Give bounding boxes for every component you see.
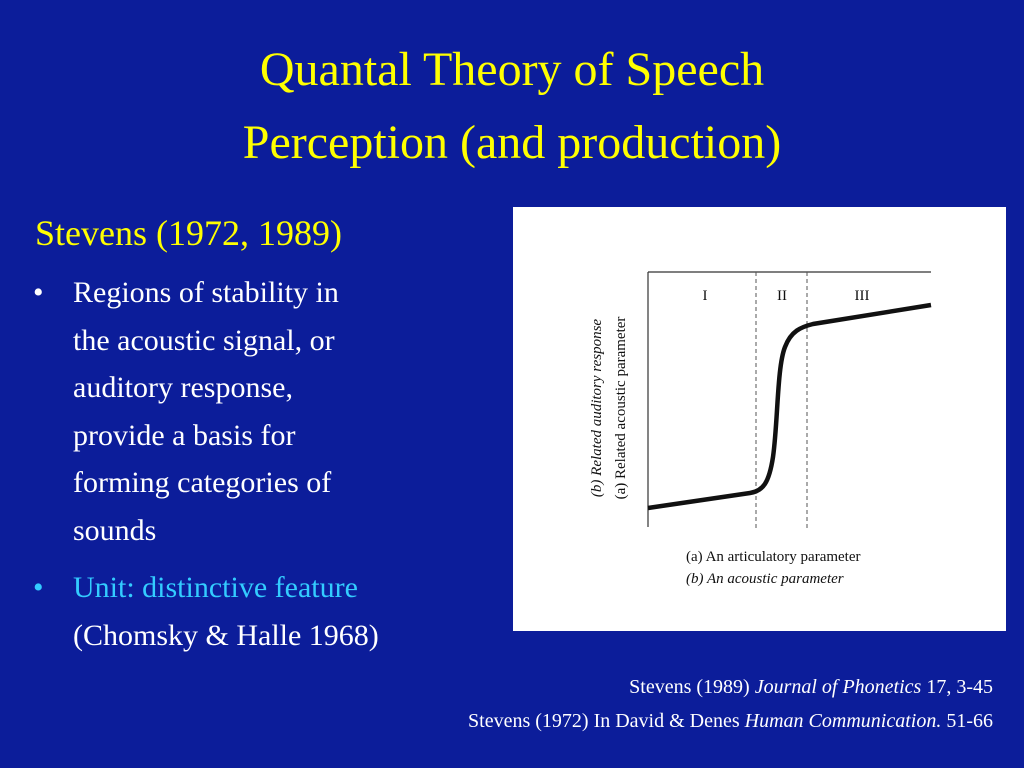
x-label: (a) An articulatory parameter (686, 549, 861, 565)
bullet-line: sounds (73, 513, 157, 547)
bullet-line: the acoustic signal, or (73, 323, 335, 357)
bullet-line: (Chomsky & Halle 1968) (73, 618, 379, 652)
title-line: Quantal Theory of Speech (259, 43, 765, 96)
citation: Stevens (1989) Journal of Phonetics 17, … (629, 676, 993, 699)
subtitle: Stevens (1972, 1989) (35, 213, 342, 253)
y-label: (a) Related acoustic parameter (613, 317, 629, 500)
region-label: II (777, 288, 787, 304)
citation-text: 51-66 (941, 710, 993, 732)
y-label: (b) Related auditory response (589, 319, 605, 497)
figure: I II III (b) Related auditory response (… (513, 207, 1006, 631)
bullet-line: Unit: distinctive feature (73, 571, 358, 604)
bullet-marker: • (33, 571, 44, 604)
bullet-line: auditory response, (73, 371, 293, 404)
citation-journal: Human Communication. (744, 710, 942, 732)
citation-text: Stevens (1972) In David & Denes (468, 710, 745, 732)
bullet-line: provide a basis for (73, 418, 296, 452)
citation-text: 17, 3-45 (921, 676, 993, 698)
bullet-marker: • (33, 276, 44, 309)
bullet-line: Regions of stability in (73, 276, 339, 309)
x-label: (b) An acoustic parameter (686, 571, 844, 587)
citation-text: Stevens (1989) (629, 676, 755, 698)
region-label: III (855, 288, 870, 304)
title-line: Perception (and production) (242, 116, 782, 169)
citation-journal: Journal of Phonetics (754, 676, 922, 698)
region-label: I (703, 288, 708, 304)
bullet-line: forming categories of (73, 466, 332, 499)
citation: Stevens (1972) In David & Denes Human Co… (468, 710, 993, 733)
